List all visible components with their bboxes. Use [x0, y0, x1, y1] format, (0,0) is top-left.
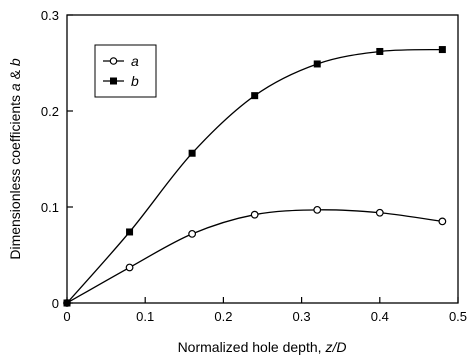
legend-box — [94, 44, 157, 98]
x-tick-label: 0 — [63, 309, 70, 324]
data-point-b — [188, 149, 196, 157]
data-point-b — [63, 299, 71, 307]
y-axis-label-amp: & — [7, 66, 23, 83]
y-tick-label: 0.1 — [41, 200, 59, 215]
x-tick-label: 0.5 — [449, 309, 467, 324]
data-point-a — [188, 229, 197, 238]
legend-marker-a — [109, 57, 118, 65]
data-point-a — [250, 210, 259, 219]
x-axis-label-text: Normalized hole depth, — [178, 339, 326, 355]
data-point-b — [376, 47, 384, 55]
x-tick-label: 0.1 — [136, 309, 154, 324]
data-point-b — [313, 60, 321, 68]
data-point-b — [126, 228, 134, 236]
y-tick-label: 0 — [52, 296, 59, 311]
data-point-a — [438, 217, 447, 226]
x-tick-label: 0.4 — [371, 309, 389, 324]
axis-ticks: 0 0.1 0.2 0.3 0.4 0.5 0 0.1 0.2 0.3 — [41, 8, 467, 324]
y-axis-label-a: a — [7, 83, 23, 91]
x-axis-label: Normalized hole depth, z/D — [178, 339, 347, 355]
data-point-a — [313, 205, 322, 214]
x-tick-label: 0.3 — [293, 309, 311, 324]
legend: a b — [94, 44, 157, 98]
data-point-a — [125, 263, 134, 272]
y-tick-label: 0.2 — [41, 104, 59, 119]
legend-label-b: b — [131, 73, 139, 89]
legend-marker-b — [110, 77, 117, 85]
x-tick-label: 0.2 — [214, 309, 232, 324]
series-markers — [63, 46, 447, 307]
plot-frame — [66, 14, 459, 304]
data-point-b — [438, 46, 446, 54]
series-line-a — [66, 209, 443, 304]
x-axis-label-variable: z/D — [324, 339, 346, 355]
data-point-a — [375, 208, 384, 217]
y-tick-label: 0.3 — [41, 8, 59, 23]
y-axis-label-text: Dimensionless coefficients — [7, 91, 23, 260]
y-axis-label: Dimensionless coefficients a & b — [7, 58, 23, 260]
y-axis-label-b: b — [7, 58, 23, 66]
data-point-b — [251, 92, 259, 100]
legend-label-a: a — [131, 53, 139, 69]
